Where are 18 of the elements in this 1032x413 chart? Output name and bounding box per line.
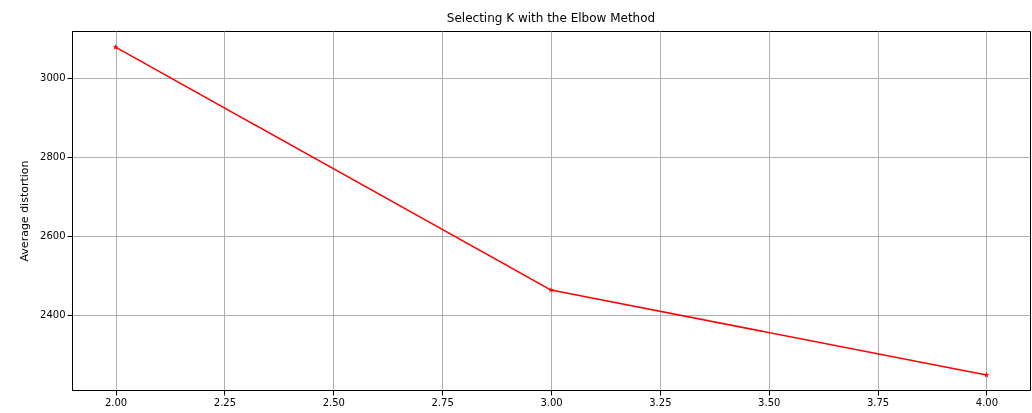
x-tick-label: 3.25 bbox=[649, 396, 672, 408]
y-tick-label: 2800 bbox=[40, 151, 66, 163]
x-tick-label: 2.25 bbox=[213, 396, 237, 408]
point bbox=[547, 286, 555, 293]
x-tick-label: 2.50 bbox=[322, 396, 345, 408]
y-tick-label: 2600 bbox=[40, 230, 66, 242]
x-tick-label: 4.00 bbox=[975, 396, 999, 408]
y-tick-label: 2400 bbox=[40, 309, 66, 321]
x-tick-label: 3.50 bbox=[758, 396, 781, 408]
y-tick-label: 3000 bbox=[40, 72, 66, 84]
chart-title: Selecting K with the Elbow Method bbox=[446, 11, 656, 25]
x-tick-label: 2.00 bbox=[104, 396, 128, 408]
x-tick-label: 3.00 bbox=[540, 396, 563, 408]
x-tick-label: 2.75 bbox=[431, 396, 454, 408]
x-tick-label: 3.75 bbox=[866, 396, 890, 408]
y-axis-title: Average distortion bbox=[18, 160, 32, 262]
point bbox=[112, 44, 119, 50]
point bbox=[983, 371, 990, 378]
